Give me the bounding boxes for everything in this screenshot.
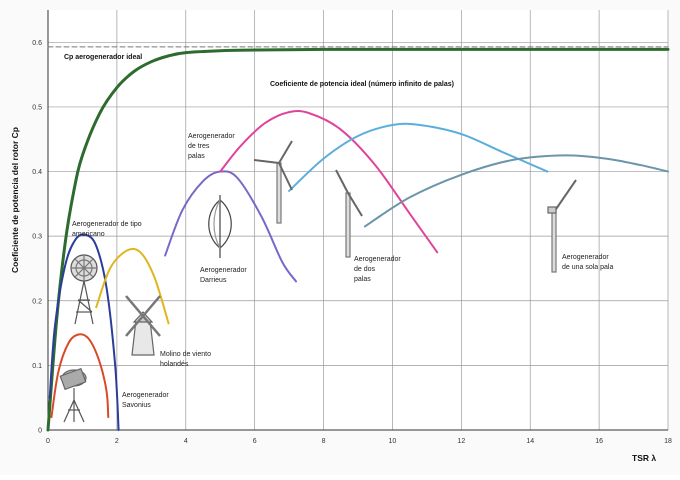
turbine-icons xyxy=(59,140,577,423)
darrieus-label-2: Darrieus xyxy=(200,277,227,284)
dos-palas-label-3: palas xyxy=(354,276,371,283)
series-tres-palas xyxy=(219,110,439,254)
series-dos-palas xyxy=(288,122,549,192)
two-blade-turbine-icon xyxy=(335,169,363,258)
tres-palas-label-3: palas xyxy=(188,153,205,160)
dos-palas-label-1: Aerogenerador xyxy=(354,256,401,263)
y-tick-label: 0.3 xyxy=(32,234,42,241)
y-tick-label: 0.1 xyxy=(32,363,42,370)
plot-area xyxy=(48,10,668,430)
grid xyxy=(47,10,669,431)
savonius-icon xyxy=(59,367,87,423)
x-tick-label: 4 xyxy=(184,438,188,445)
tres-palas-label-1: Aerogenerador xyxy=(188,133,235,140)
x-tick-label: 2 xyxy=(115,438,119,445)
y-tick-label: 0.2 xyxy=(32,298,42,305)
dos-palas-label-2: de dos xyxy=(354,266,376,273)
y-tick-label: 0.4 xyxy=(32,169,42,176)
series-americano xyxy=(48,233,120,431)
americano-label-1: Aerogenerador de tipo xyxy=(72,221,142,228)
tick-labels: 0 2 4 6 8 10 12 14 16 18 0 0.1 0.2 0.3 0.4 0.5 0.6 xyxy=(32,40,672,445)
y-tick-label: 0.5 xyxy=(32,104,42,111)
series-lines xyxy=(46,46,670,432)
y-tick-label: 0.6 xyxy=(32,40,42,47)
x-tick-label: 12 xyxy=(457,438,465,445)
series-holandes xyxy=(95,247,170,325)
x-axis-label: TSR λ xyxy=(632,453,656,463)
multiblade-windmill-icon xyxy=(70,254,98,325)
americano-label-2: americano xyxy=(72,231,105,238)
tres-palas-label-2: de tres xyxy=(188,143,210,150)
x-tick-label: 14 xyxy=(526,438,534,445)
series-una-pala xyxy=(363,154,669,228)
darrieus-label-1: Aerogenerador xyxy=(200,267,247,274)
x-tick-label: 16 xyxy=(595,438,603,445)
savonius-label-1: Aerogenerador xyxy=(122,392,169,399)
savonius-label-2: Savonius xyxy=(122,402,151,409)
series-savonius xyxy=(50,333,110,419)
una-pala-label-1: Aerogenerador xyxy=(562,254,609,261)
x-tick-label: 18 xyxy=(664,438,672,445)
one-blade-turbine-icon xyxy=(547,179,577,273)
darrieus-icon xyxy=(208,195,232,258)
ideal-curve-label: Coeficiente de potencia ideal (número in… xyxy=(270,81,454,88)
x-tick-label: 0 xyxy=(46,438,50,445)
series-ideal xyxy=(46,47,670,432)
three-blade-turbine-icon xyxy=(253,140,293,224)
x-tick-label: 10 xyxy=(389,438,397,445)
series-darrieus xyxy=(164,170,297,283)
holandes-label-2: holandés xyxy=(160,361,189,368)
x-tick-label: 8 xyxy=(322,438,326,445)
holandes-label-1: Molino de viento xyxy=(160,351,211,358)
ideal-limit-label: Cp aerogenerador ideal xyxy=(64,54,142,61)
y-tick-label: 0 xyxy=(38,428,42,435)
y-axis-label: Coeficiente de potencia del rotor Cp xyxy=(10,127,20,273)
x-tick-label: 6 xyxy=(253,438,257,445)
dutch-windmill-icon xyxy=(125,295,161,356)
una-pala-label-2: de una sola pala xyxy=(562,264,613,271)
